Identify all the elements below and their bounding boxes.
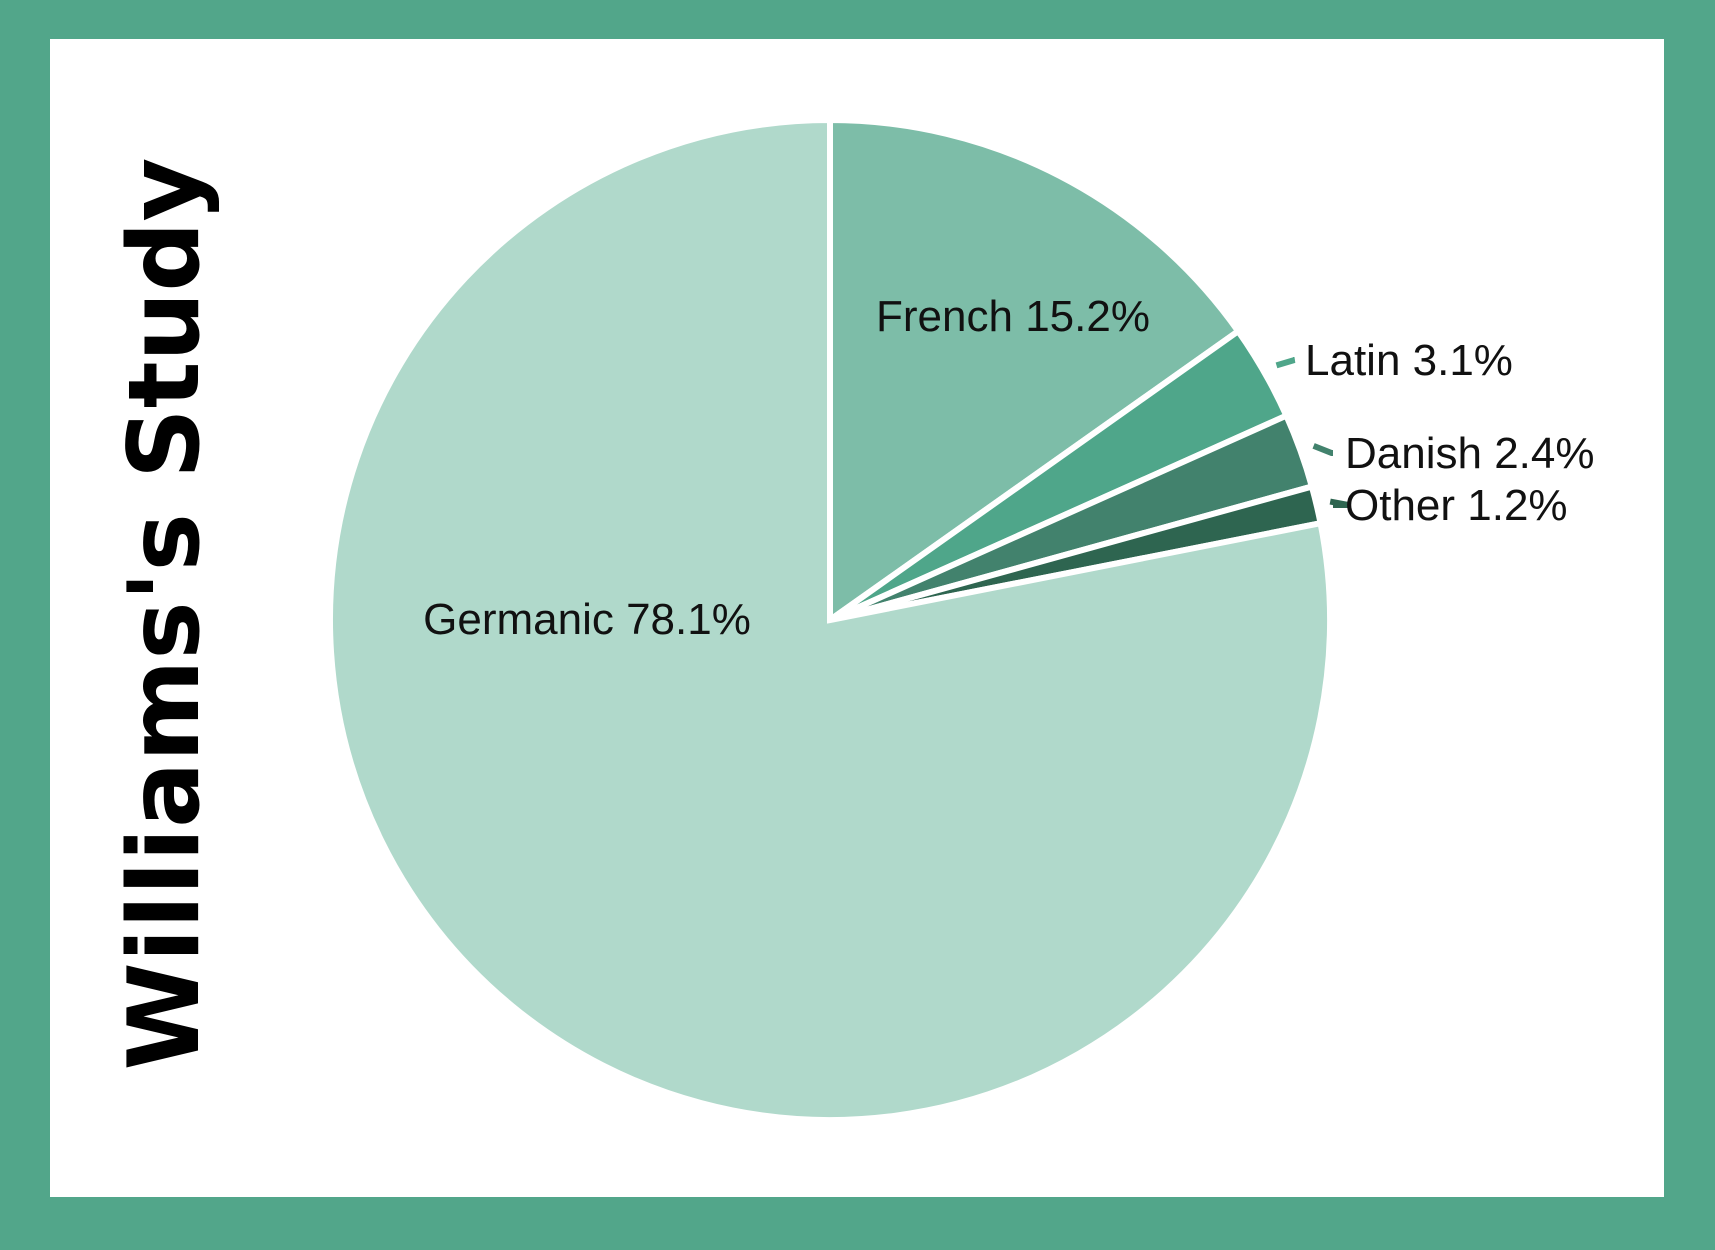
- leader-line-latin: [1275, 357, 1296, 369]
- leader-lines: [1275, 357, 1349, 508]
- slice-label-danish: Danish 2.4%: [1345, 429, 1594, 478]
- slice-label-germanic: Germanic 78.1%: [423, 595, 751, 644]
- leader-line-danish: [1312, 443, 1333, 456]
- leader-line-other: [1329, 498, 1349, 508]
- slice-label-other: Other 1.2%: [1345, 481, 1568, 530]
- slice-label-latin: Latin 3.1%: [1305, 336, 1513, 385]
- slice-label-french: French 15.2%: [876, 292, 1150, 341]
- slice-french: [827, 116, 1243, 626]
- pie-slices: [327, 116, 1333, 1123]
- slice-germanic: [327, 116, 1333, 1123]
- slice-labels: French 15.2% Latin 3.1% Danish 2.4%Other 1…: [423, 292, 1594, 644]
